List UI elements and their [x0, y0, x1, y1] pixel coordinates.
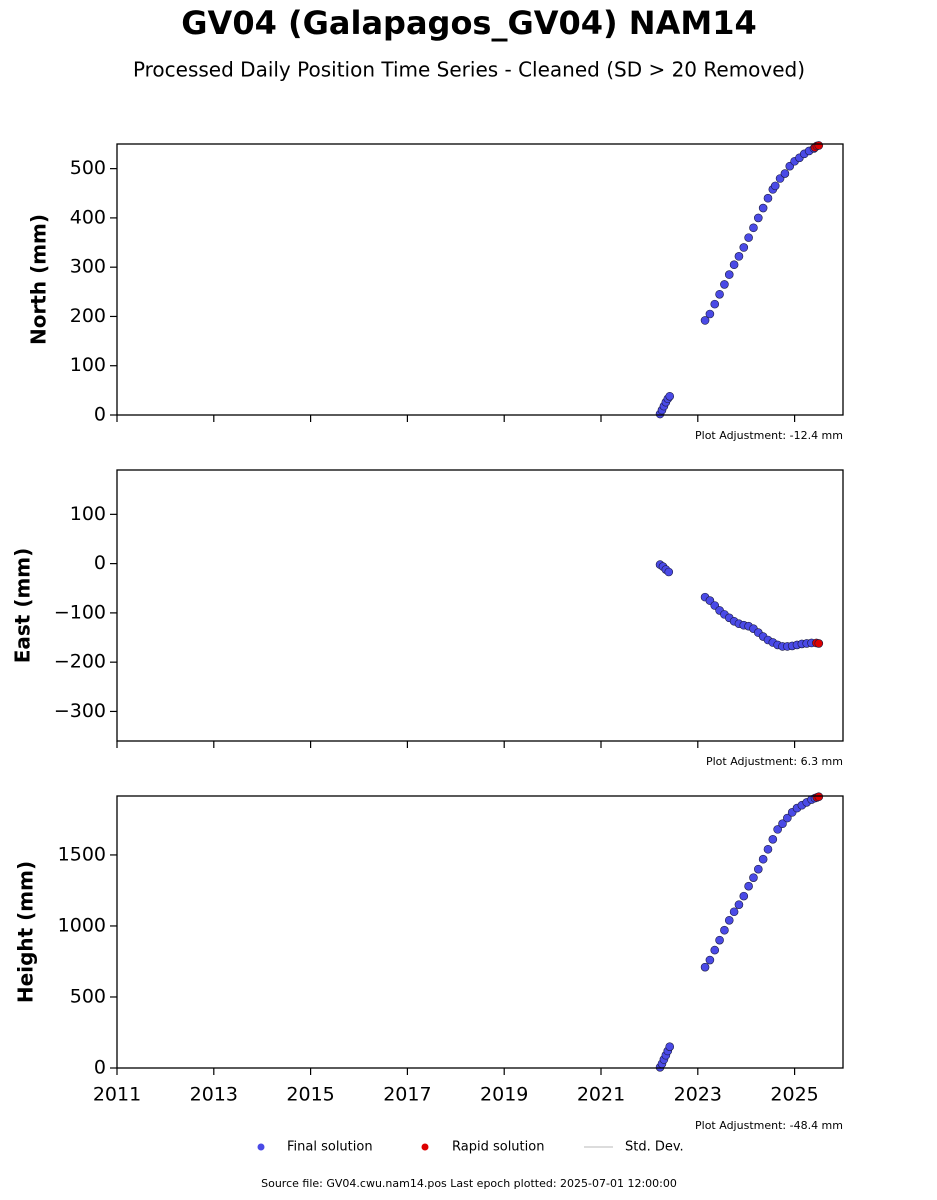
- data-point: [744, 233, 753, 242]
- data-point: [783, 813, 792, 823]
- x-tick-label: 2017: [383, 1084, 431, 1106]
- y-tick-label: 500: [70, 157, 106, 179]
- data-point: [739, 891, 749, 901]
- data-point: [749, 873, 758, 882]
- data-point: [700, 962, 710, 972]
- data-point: [720, 925, 729, 935]
- data-point: [715, 935, 724, 945]
- data-point: [744, 881, 753, 891]
- data-point: [724, 270, 734, 279]
- plot-frame: [116, 469, 844, 742]
- x-tick-label: 2023: [674, 1084, 722, 1106]
- y-tick-label: 500: [70, 985, 106, 1007]
- title: GV04 (Galapagos_GV04) NAM14: [181, 4, 756, 42]
- data-point: [768, 835, 778, 844]
- data-point: [773, 825, 782, 834]
- data-point: [814, 141, 824, 150]
- annotation: Plot Adjustment: -12.4 mm: [695, 429, 843, 442]
- y-tick-label: 400: [70, 206, 106, 228]
- subtitle: Processed Daily Position Time Series - C…: [133, 58, 805, 82]
- data-point: [739, 243, 749, 252]
- y-tick-label: 100: [70, 354, 106, 376]
- y-tick-label: 0: [94, 1057, 106, 1079]
- data-point: [710, 945, 720, 955]
- annotation: Plot Adjustment: -48.4 mm: [695, 1119, 843, 1132]
- data-point: [778, 819, 787, 828]
- legend-marker: [421, 1143, 429, 1151]
- legend-label: Rapid solution: [452, 1140, 544, 1155]
- data-point: [700, 316, 710, 325]
- x-tick-label: 2015: [286, 1084, 334, 1106]
- y-axis-label: East (mm): [11, 548, 35, 664]
- data-point: [665, 1042, 675, 1051]
- data-point: [749, 223, 758, 233]
- legend-label: Std. Dev.: [625, 1140, 684, 1155]
- data-point: [715, 289, 724, 299]
- x-tick-label: 2021: [577, 1084, 625, 1106]
- legend-label: Final solution: [287, 1140, 373, 1155]
- annotation: Plot Adjustment: 6.3 mm: [706, 755, 843, 768]
- y-tick-label: −200: [54, 651, 106, 673]
- data-point: [705, 955, 715, 965]
- data-point: [729, 907, 739, 917]
- data-point: [814, 639, 824, 648]
- data-point: [770, 181, 780, 191]
- data-point: [753, 864, 763, 874]
- data-point: [814, 792, 824, 802]
- x-tick-label: 2019: [480, 1084, 528, 1106]
- y-tick-label: 100: [70, 503, 106, 525]
- plot-frame: [116, 795, 844, 1069]
- data-point: [724, 915, 734, 925]
- data-point: [734, 252, 744, 261]
- y-tick-label: −300: [54, 700, 106, 722]
- plot-frame: [116, 143, 844, 416]
- y-tick-label: 1500: [58, 843, 106, 865]
- y-tick-label: −100: [54, 601, 106, 623]
- data-point: [758, 203, 768, 213]
- data-point: [664, 567, 674, 577]
- y-tick-label: 200: [70, 305, 106, 327]
- x-tick-label: 2013: [190, 1084, 238, 1106]
- data-point: [710, 299, 720, 309]
- y-tick-label: 300: [70, 256, 106, 278]
- data-point: [720, 280, 729, 289]
- data-point: [705, 309, 715, 319]
- data-point: [758, 854, 768, 864]
- y-axis-label: North (mm): [27, 214, 51, 345]
- data-point: [665, 391, 675, 401]
- x-tick-label: 2011: [93, 1084, 141, 1106]
- y-tick-label: 1000: [58, 914, 106, 936]
- y-axis-label: Height (mm): [14, 861, 38, 1003]
- data-point: [729, 260, 739, 270]
- data-point: [753, 213, 763, 223]
- source-note: Source file: GV04.cwu.nam14.pos Last epo…: [261, 1177, 677, 1190]
- data-point: [763, 844, 773, 854]
- data-point: [763, 193, 773, 203]
- y-tick-label: 0: [94, 404, 106, 426]
- legend-marker: [257, 1143, 265, 1151]
- x-tick-label: 2025: [770, 1084, 818, 1106]
- data-point: [734, 900, 744, 909]
- data-point: [780, 169, 790, 178]
- y-tick-label: 0: [94, 552, 106, 574]
